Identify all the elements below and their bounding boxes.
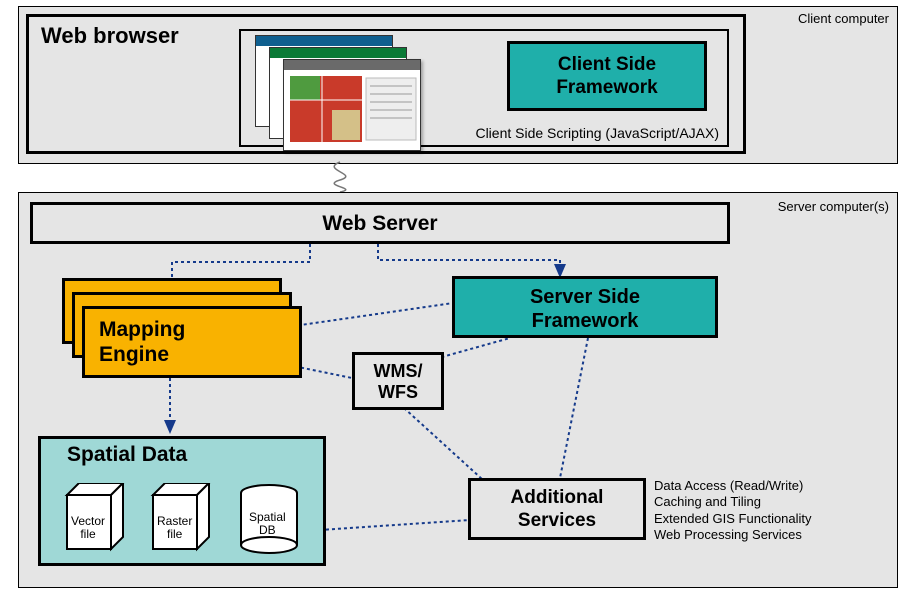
spatial-db-label: Spatial DB	[249, 511, 286, 537]
vector-file-label: Vector file	[71, 515, 105, 541]
wms-wfs: WMS/ WFS	[352, 352, 444, 410]
web-server-box: Web Server	[30, 202, 730, 244]
client-side-framework: Client Side Framework	[507, 41, 707, 111]
raster-file-label: Raster file	[157, 515, 192, 541]
scripting-label: Client Side Scripting (JavaScript/AJAX)	[475, 125, 719, 141]
browser-title: Web browser	[41, 23, 179, 49]
page-thumb-1	[283, 59, 421, 151]
browser-box: Web browser Client Side Scripting (JavaS…	[26, 14, 746, 154]
connector-squiggle	[300, 160, 380, 194]
additional-services-notes: Data Access (Read/Write) Caching and Til…	[654, 478, 890, 543]
raster-file-cube: Raster file	[141, 483, 213, 566]
server-side-framework: Server Side Framework	[452, 276, 718, 338]
diagram-stage: Client computer Web browser Client Side …	[0, 0, 916, 602]
server-panel-label: Server computer(s)	[778, 199, 889, 214]
additional-services: Additional Services	[468, 478, 646, 540]
note-line: Caching and Tiling	[654, 494, 890, 510]
note-line: Extended GIS Functionality	[654, 511, 890, 527]
spatial-db-cyl: Spatial DB	[233, 483, 307, 566]
mapping-engine: Mapping Engine	[82, 306, 302, 378]
note-line: Web Processing Services	[654, 527, 890, 543]
note-line: Data Access (Read/Write)	[654, 478, 890, 494]
spatial-data-title: Spatial Data	[67, 443, 187, 467]
vector-file-cube: Vector file	[55, 483, 127, 566]
spatial-data-box: Spatial Data Vector file Raster file	[38, 436, 326, 566]
client-panel-label: Client computer	[798, 11, 889, 26]
